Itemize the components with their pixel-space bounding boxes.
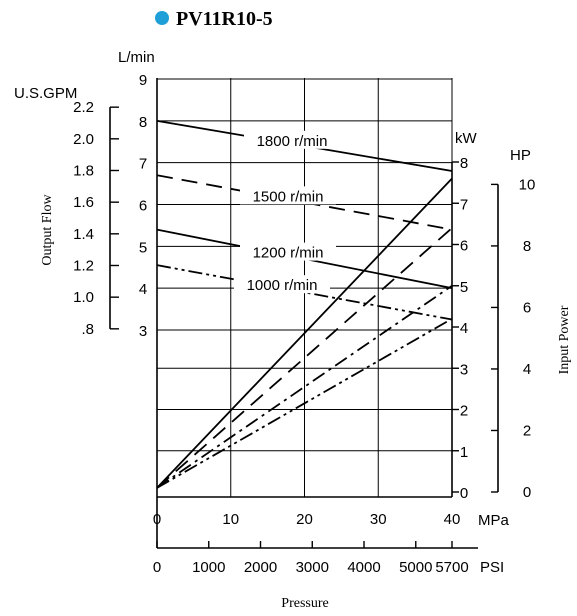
gpm-tick-label: 1.8 [73, 162, 94, 179]
title-bullet-icon [155, 11, 169, 25]
pressure-label: Pressure [281, 596, 328, 611]
power-unit-label: kW [455, 130, 478, 147]
mpa-tick-label: 20 [296, 511, 313, 528]
hp-tick-label: 4 [523, 361, 531, 378]
flow-line-label-bg [240, 242, 336, 261]
flow-tick-label: 6 [139, 198, 147, 215]
mpa-unit-label: MPa [478, 512, 510, 529]
power-line [156, 285, 453, 489]
flow-line-label-bg [240, 186, 336, 205]
flow-tick-label: 5 [139, 239, 147, 256]
flow-unit-label: L/min [118, 49, 155, 66]
flow-line [156, 264, 453, 321]
input-power-label: Input Power [557, 305, 572, 374]
psi-tick-label: 5000 [399, 559, 432, 576]
kw-tick-label: 4 [460, 320, 468, 337]
psi-tick-label: 2000 [244, 559, 277, 576]
output-flow-label: Output Flow [40, 194, 55, 266]
power-line [156, 227, 453, 489]
hp-tick-label: 10 [519, 176, 536, 193]
hp-tick-label: 8 [523, 238, 531, 255]
axes: 0 10 20 30 400 1000 2000 3000 4000 5000 5700345678… [73, 72, 535, 576]
gpm-tick-label: 1.6 [73, 194, 94, 211]
power-line [156, 317, 453, 489]
gpm-unit-label: U.S.GPM [14, 85, 77, 102]
flow-line-label: 1000 r/min [247, 277, 318, 294]
kw-tick-label: 8 [460, 155, 468, 172]
hp-tick-label: 0 [523, 484, 531, 501]
mpa-tick-label: 40 [444, 511, 461, 528]
power-line [156, 177, 453, 489]
kw-tick-label: 5 [460, 279, 468, 296]
gpm-tick-label: 1.2 [73, 257, 94, 274]
flow-line-label: 1200 r/min [253, 245, 324, 262]
psi-tick-label: 0 [153, 559, 161, 576]
chart-title: PV11R10-5 [176, 8, 273, 30]
gpm-tick-label: 1.4 [73, 226, 94, 243]
psi-tick-label: 1000 [192, 559, 225, 576]
hp-tick-label: 2 [523, 422, 531, 439]
gpm-tick-label: 2.0 [73, 131, 94, 148]
flow-tick-label: 4 [139, 281, 147, 298]
kw-tick-label: 2 [460, 403, 468, 420]
gpm-tick-label: .8 [81, 321, 94, 338]
psi-unit-label: PSI [480, 559, 504, 576]
series-labels: 1800 r/min 1500 r/min 1200 r/min 1000 r/min [234, 130, 340, 294]
psi-tick-label: 4000 [347, 559, 380, 576]
kw-tick-label: 6 [460, 238, 468, 255]
kw-tick-label: 3 [460, 361, 468, 378]
hp-tick-label: 6 [523, 299, 531, 316]
flow-tick-label: 9 [139, 72, 147, 89]
kw-tick-label: 0 [460, 485, 468, 502]
flow-line-label-bg [234, 275, 330, 294]
gpm-tick-label: 1.0 [73, 289, 94, 306]
flow-line-label: 1500 r/min [253, 188, 324, 205]
mpa-tick-label: 10 [222, 511, 239, 528]
mpa-tick-label: 0 [153, 511, 161, 528]
flow-line-label-bg [244, 130, 340, 149]
hp-unit-label: HP [510, 147, 531, 164]
flow-tick-label: 7 [139, 156, 147, 173]
flow-tick-label: 3 [139, 323, 147, 340]
kw-tick-label: 1 [460, 444, 468, 461]
psi-tick-label: 5700 [435, 559, 468, 576]
mpa-tick-label: 30 [370, 511, 387, 528]
flow-tick-label: 8 [139, 114, 147, 131]
gpm-tick-label: 2.2 [73, 99, 94, 116]
flow-line-label: 1800 r/min [257, 133, 328, 150]
kw-tick-label: 7 [460, 196, 468, 213]
psi-tick-label: 3000 [296, 559, 329, 576]
